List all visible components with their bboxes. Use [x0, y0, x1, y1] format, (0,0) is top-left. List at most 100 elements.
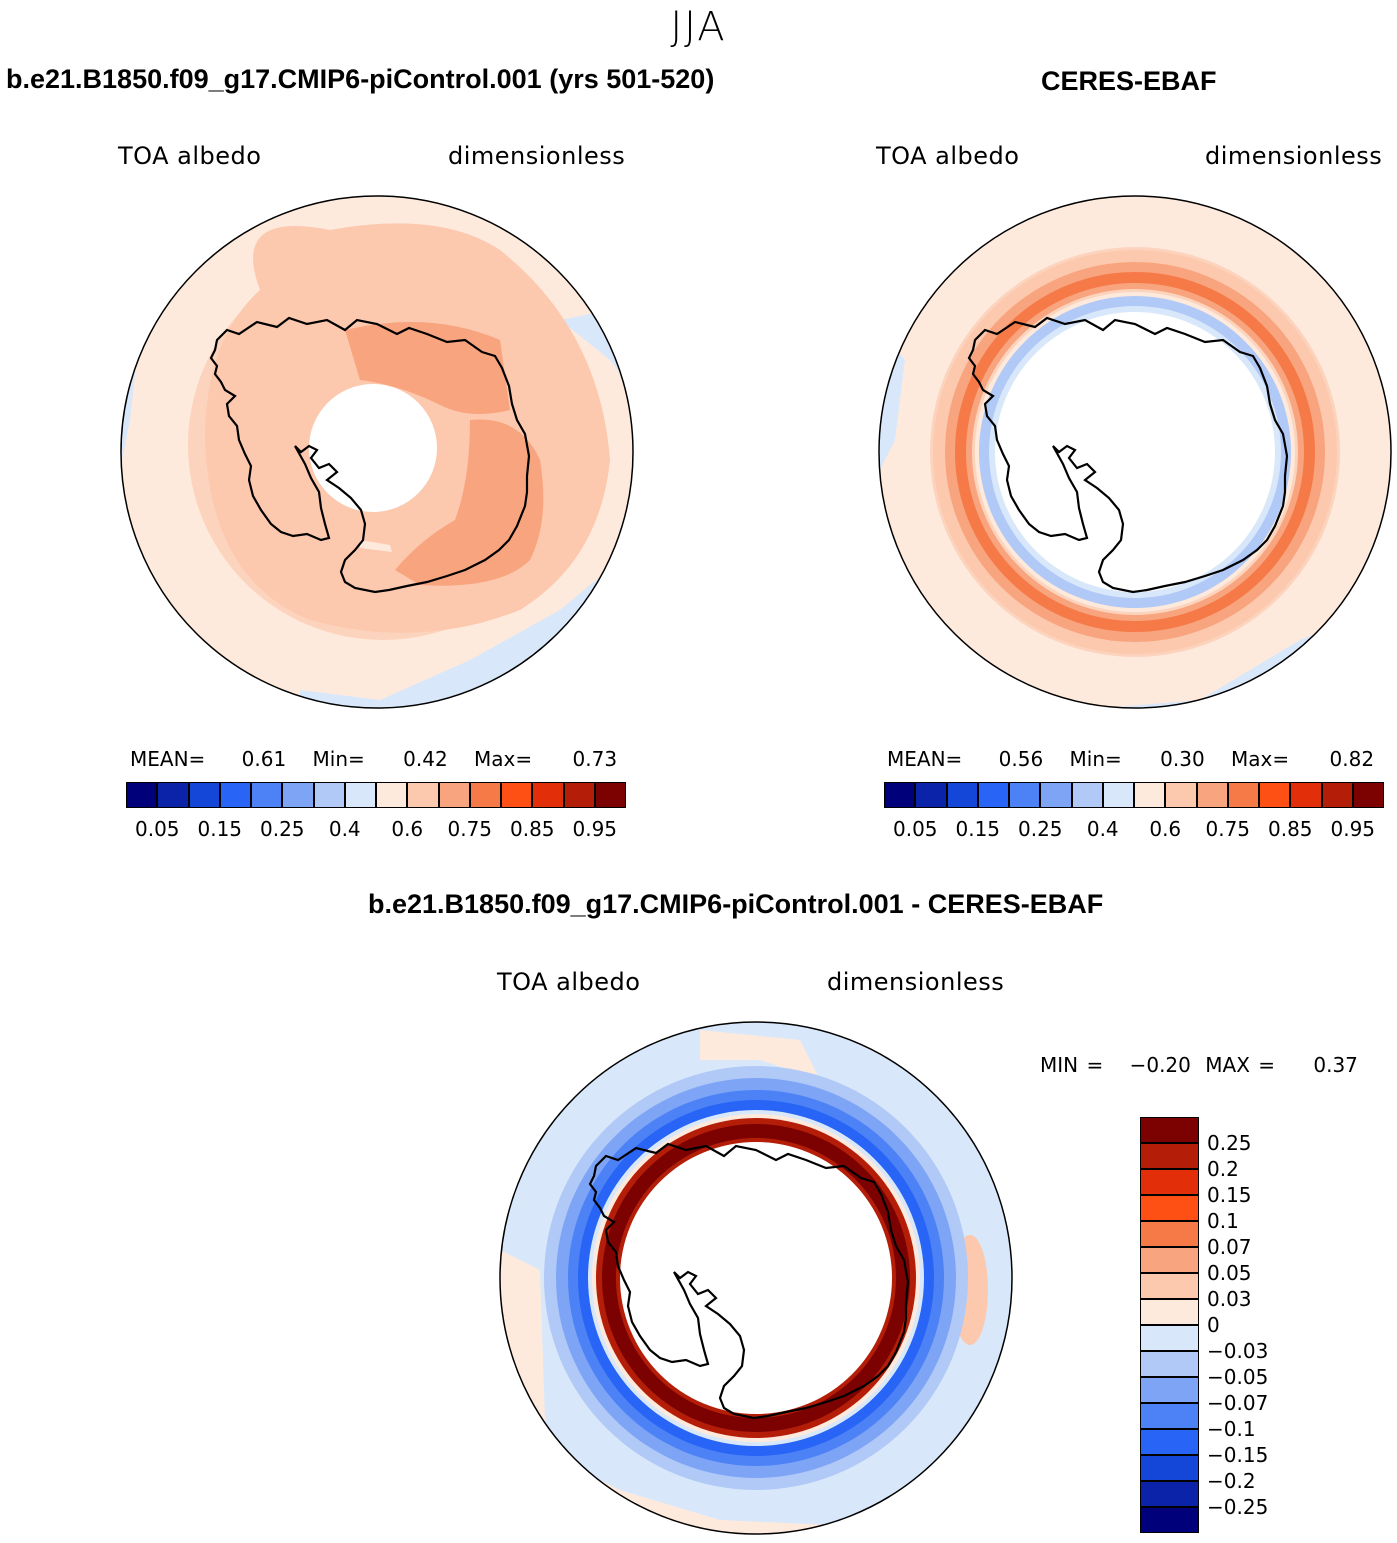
colorbar-tick-label: 0.2 — [1207, 1157, 1239, 1181]
colorbar-tick-label: −0.1 — [1207, 1417, 1256, 1441]
colorbar-tick-label: 0.1 — [1207, 1209, 1239, 1233]
max-label: MAX = — [1205, 1053, 1276, 1077]
min-label: Min= — [312, 747, 365, 771]
mean-label: MEAN= — [887, 747, 963, 771]
colorbar-segment — [282, 782, 314, 808]
colorbar-tick-label: −0.15 — [1207, 1443, 1269, 1467]
colorbar-segment — [1259, 782, 1291, 808]
colorbar-segment — [188, 782, 220, 808]
colorbar-tick-label: 0.15 — [1207, 1183, 1252, 1207]
colorbar-tick-label: 0.25 — [1017, 817, 1063, 841]
colorbar-tick-label: 0.6 — [1149, 817, 1182, 841]
colorbar-segment — [219, 782, 251, 808]
colorbar-tick-label: 0.95 — [572, 817, 618, 841]
max-value: 0.73 — [572, 747, 618, 771]
min-label: MIN = — [1040, 1053, 1104, 1077]
colorbar-segment — [1196, 782, 1228, 808]
map-model — [121, 196, 633, 708]
colorbar-segment — [1140, 1481, 1199, 1507]
mean-value: 0.61 — [241, 747, 287, 771]
colorbar-segment — [884, 782, 916, 808]
stats-obs: MEAN= 0.56 Min= 0.30 Max= 0.82 — [887, 747, 1374, 771]
colorbar-segment — [915, 782, 947, 808]
colorbar-tick-label: −0.25 — [1207, 1495, 1269, 1519]
colorbar-tick-label: 0.4 — [1086, 817, 1119, 841]
min-value: −0.20 — [1129, 1053, 1191, 1077]
colorbar-segment — [1102, 782, 1134, 808]
colorbar-segment — [1009, 782, 1041, 808]
colorbar-tick-label: 0.4 — [328, 817, 361, 841]
colorbar-diff: 0.25 0.2 0.15 0.1 0.07 0.05 0.03 0 −0.03 −0.05 −0.… — [1140, 1117, 1268, 1533]
colorbar-segment — [1165, 782, 1197, 808]
colorbar-segment — [946, 782, 978, 808]
colorbar-segment — [1140, 1169, 1199, 1195]
colorbar-segment — [1227, 782, 1259, 808]
colorbar-segment — [1140, 1507, 1199, 1533]
colorbar-tick-label: 0.85 — [1267, 817, 1313, 841]
units-label-obs: dimensionless — [1205, 142, 1383, 170]
map-obs-border — [878, 195, 1392, 709]
colorbar-segment — [407, 782, 439, 808]
colorbar-tick-label: 0.85 — [509, 817, 555, 841]
figure-title: JJA — [670, 4, 727, 50]
colorbar-segment — [1140, 1325, 1199, 1351]
colorbar-tick-label: 0.07 — [1207, 1235, 1252, 1259]
units-label-model: dimensionless — [448, 142, 626, 170]
min-value: 0.30 — [1160, 747, 1205, 771]
min-label: Min= — [1069, 747, 1122, 771]
colorbar-segment — [313, 782, 345, 808]
colorbar-tick-label: 0.15 — [955, 817, 1001, 841]
colorbar-tick-label: 0.15 — [197, 817, 243, 841]
colorbar-segment — [1140, 1247, 1199, 1273]
colorbar-segment — [1140, 1403, 1199, 1429]
colorbar-segment — [1140, 1429, 1199, 1455]
colorbar-segment — [1352, 782, 1384, 808]
colorbar-tick-label: 0.25 — [259, 817, 305, 841]
colorbar-segment — [594, 782, 626, 808]
map-model-border — [120, 195, 634, 709]
colorbar-tick-label: 0.6 — [391, 817, 424, 841]
colorbar-segment — [1140, 1117, 1199, 1143]
panel-title-model: b.e21.B1850.f09_g17.CMIP6-piControl.001 … — [6, 64, 715, 94]
colorbar-tick-label: 0.75 — [447, 817, 493, 841]
colorbar-tick-label: −0.03 — [1207, 1339, 1269, 1363]
min-value: 0.42 — [403, 747, 448, 771]
colorbar-segment — [157, 782, 189, 808]
colorbar-segment — [1140, 1299, 1199, 1325]
colorbar-segment — [1140, 1221, 1199, 1247]
colorbar-segment — [1140, 1455, 1199, 1481]
colorbar-segment — [469, 782, 501, 808]
colorbar-tick-label: 0.05 — [134, 817, 180, 841]
colorbar-segment — [1071, 782, 1103, 808]
max-value: 0.82 — [1329, 747, 1375, 771]
variable-label-model: TOA albedo — [118, 142, 262, 170]
colorbar-tick-label: −0.07 — [1207, 1391, 1269, 1415]
colorbar-segment — [1321, 782, 1353, 808]
colorbar-segment — [344, 782, 376, 808]
colorbar-tick-label: 0.75 — [1205, 817, 1251, 841]
colorbar-tick-label: 0 — [1207, 1313, 1220, 1337]
colorbar-segment — [563, 782, 595, 808]
map-obs — [879, 196, 1391, 708]
colorbar-segment — [126, 782, 158, 808]
colorbar-segment — [1140, 1143, 1199, 1169]
colorbar-tick-label: 0.25 — [1207, 1131, 1252, 1155]
colorbar-segment — [1140, 1351, 1199, 1377]
colorbar-segment — [1140, 1195, 1199, 1221]
colorbar-tick-label: 0.05 — [1207, 1261, 1252, 1285]
map-diff-border — [499, 1021, 1013, 1535]
colorbar-segment — [1040, 782, 1072, 808]
colorbar-segment — [1140, 1377, 1199, 1403]
colorbar-segment — [501, 782, 533, 808]
variable-label-obs: TOA albedo — [876, 142, 1020, 170]
panel-title-obs: CERES-EBAF — [1041, 66, 1217, 96]
stats-model: MEAN= 0.61 Min= 0.42 Max= 0.73 — [130, 747, 617, 771]
colorbar-model: 0.05 0.15 0.25 0.4 0.6 0.75 0.85 0.95 — [126, 782, 626, 841]
colorbar-tick-label: 0.05 — [892, 817, 938, 841]
units-label-diff: dimensionless — [827, 968, 1005, 996]
colorbar-segment — [438, 782, 470, 808]
colorbar-segment — [532, 782, 564, 808]
colorbar-tick-label: −0.2 — [1207, 1469, 1256, 1493]
colorbar-segment — [251, 782, 283, 808]
